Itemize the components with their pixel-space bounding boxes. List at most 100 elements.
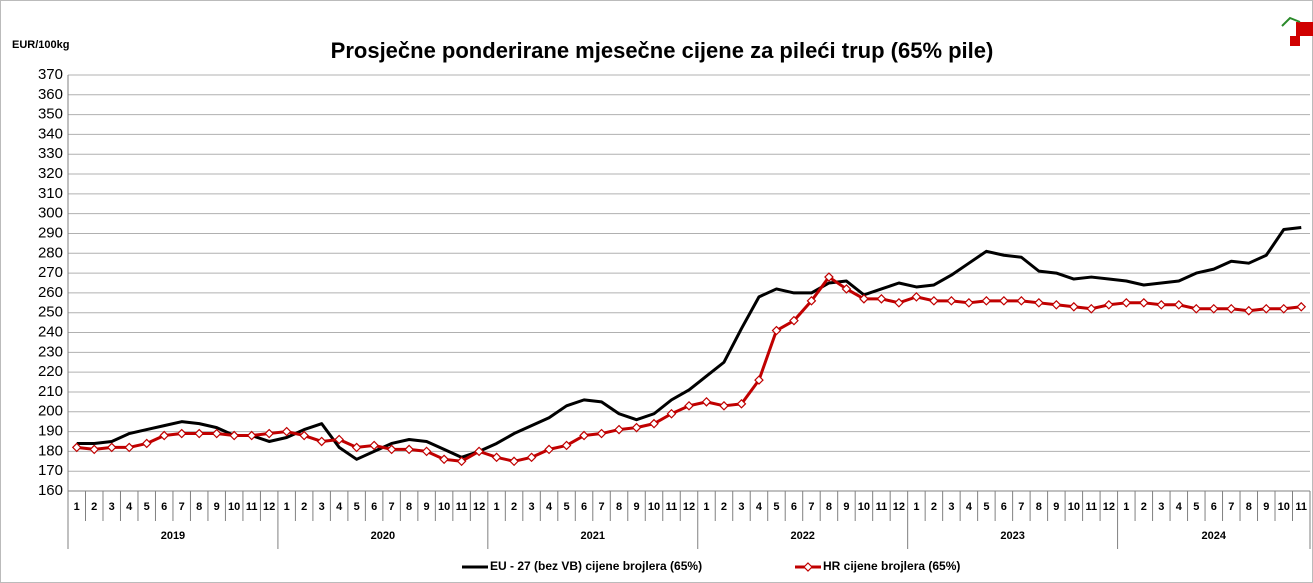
x-tick-label: 10 (1068, 501, 1080, 513)
year-label: 2024 (1202, 530, 1227, 542)
data-point (596, 428, 607, 439)
y-tick-label: 310 (38, 185, 63, 202)
x-tick-label: 11 (456, 501, 468, 513)
y-tick-label: 240 (38, 323, 63, 340)
x-tick-label: 3 (529, 501, 535, 513)
data-point (824, 272, 834, 282)
x-tick-label: 4 (126, 501, 133, 513)
data-point (999, 295, 1009, 306)
data-point (141, 438, 152, 449)
data-point (1278, 303, 1289, 314)
data-point (981, 295, 992, 306)
data-point (719, 400, 729, 411)
y-tick-label: 210 (38, 383, 63, 400)
y-axis-label: EUR/100kg (12, 39, 69, 51)
y-tick-label: 360 (38, 86, 63, 103)
x-tick-label: 9 (1263, 501, 1269, 513)
data-point (911, 292, 922, 302)
x-tick-label: 7 (1018, 501, 1024, 513)
x-tick-label: 9 (214, 501, 220, 513)
data-point (1016, 295, 1027, 306)
data-point (1173, 299, 1184, 310)
x-tick-label: 6 (1001, 501, 1007, 513)
data-point (1156, 299, 1167, 310)
data-point (264, 428, 275, 439)
legend-label: HR cijene brojlera (65%) (823, 559, 960, 573)
data-point (159, 430, 170, 441)
data-point (631, 422, 642, 433)
y-tick-label: 220 (38, 363, 63, 380)
data-point (351, 442, 362, 453)
data-point (806, 295, 817, 306)
x-tick-label: 9 (424, 501, 430, 513)
data-point (281, 426, 292, 437)
x-tick-label: 8 (1246, 501, 1252, 513)
x-tick-label: 3 (948, 501, 954, 513)
data-point (561, 440, 572, 451)
data-point (211, 428, 222, 439)
y-tick-label: 190 (38, 423, 63, 440)
y-tick-label: 260 (38, 284, 63, 301)
x-tick-label: 7 (808, 501, 814, 513)
data-point (841, 284, 852, 294)
x-tick-label: 5 (773, 501, 779, 513)
x-tick-label: 8 (196, 501, 202, 513)
x-tick-label: 9 (843, 501, 849, 513)
x-tick-label: 4 (1176, 501, 1183, 513)
x-tick-label: 10 (438, 501, 450, 513)
x-tick-label: 7 (1228, 501, 1234, 513)
y-tick-label: 340 (38, 125, 63, 142)
data-point (526, 452, 537, 463)
year-label: 2020 (371, 530, 395, 542)
x-tick-label: 12 (683, 501, 695, 513)
data-point (929, 295, 939, 306)
x-tick-label: 10 (228, 501, 240, 513)
data-point (89, 444, 100, 455)
data-point (229, 430, 240, 441)
x-tick-label: 12 (1103, 501, 1115, 513)
data-point (1051, 299, 1062, 310)
data-point (946, 295, 957, 306)
data-point (456, 456, 467, 467)
x-tick-label: 4 (336, 501, 343, 513)
data-point (1034, 297, 1044, 308)
x-tick-label: 11 (1086, 501, 1098, 513)
x-tick-label: 7 (389, 501, 395, 513)
data-point (1103, 299, 1114, 310)
x-tick-label: 5 (1193, 501, 1199, 513)
x-tick-label: 5 (354, 501, 360, 513)
x-tick-label: 2 (931, 501, 937, 513)
data-point (1121, 297, 1132, 308)
series-line (76, 226, 1302, 461)
x-tick-label: 1 (494, 501, 500, 513)
y-tick-label: 270 (38, 264, 63, 281)
data-point (491, 452, 502, 463)
x-tick-label: 11 (1295, 501, 1307, 513)
data-point (474, 446, 484, 457)
data-point (1208, 303, 1219, 314)
data-point (789, 315, 799, 326)
data-point (106, 442, 117, 453)
x-tick-label: 1 (913, 501, 919, 513)
y-tick-label: 250 (38, 304, 63, 321)
x-tick-label: 1 (703, 501, 709, 513)
year-label: 2021 (581, 530, 605, 542)
data-point (701, 397, 712, 407)
data-point (876, 293, 887, 304)
data-point (649, 418, 659, 429)
data-point (544, 444, 554, 455)
x-tick-label: 3 (1158, 501, 1164, 513)
x-tick-label: 1 (74, 501, 80, 513)
data-point (1138, 297, 1149, 308)
data-point (439, 454, 449, 465)
x-tick-label: 3 (738, 501, 744, 513)
x-tick-label: 8 (406, 501, 412, 513)
data-point (194, 428, 205, 439)
data-point (1296, 301, 1307, 312)
data-point (859, 293, 869, 304)
y-tick-label: 230 (38, 343, 63, 360)
data-point (509, 456, 519, 467)
year-label: 2019 (161, 530, 185, 542)
x-tick-label: 5 (983, 501, 989, 513)
x-tick-label: 8 (1036, 501, 1042, 513)
